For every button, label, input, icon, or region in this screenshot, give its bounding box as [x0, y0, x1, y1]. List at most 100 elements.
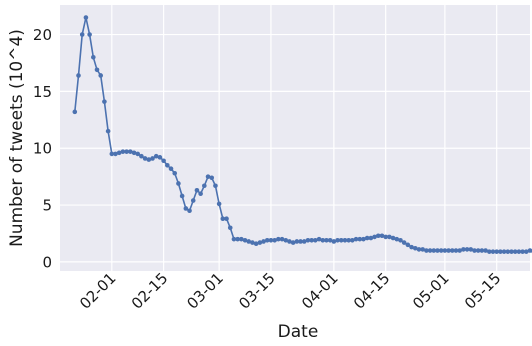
data-point: [512, 249, 518, 254]
data-point: [279, 236, 285, 242]
data-point: [153, 153, 159, 159]
data-point: [338, 238, 344, 243]
data-point: [520, 249, 525, 254]
data-point: [346, 238, 351, 243]
data-point: [213, 183, 218, 189]
data-point: [505, 249, 511, 254]
y-axis-label: Number of tweets (10^4): [7, 29, 27, 247]
data-point: [250, 240, 255, 245]
data-point: [357, 236, 363, 242]
data-point: [301, 239, 307, 244]
data-point: [183, 206, 189, 211]
data-point: [368, 235, 374, 241]
data-point: [468, 247, 474, 252]
data-point: [272, 238, 277, 243]
data-point: [383, 234, 388, 240]
data-point: [453, 248, 459, 253]
data-point: [246, 239, 252, 244]
data-point: [464, 247, 470, 252]
data-point: [79, 32, 85, 37]
data-point: [198, 191, 203, 196]
data-point: [287, 239, 292, 244]
data-point: [350, 238, 355, 243]
data-point: [472, 248, 477, 253]
data-point: [442, 248, 448, 253]
data-point: [446, 248, 451, 253]
data-point: [76, 73, 81, 78]
data-point: [320, 238, 326, 243]
data-point: [405, 242, 411, 248]
y-tick-labels: 0 5 10 15 20: [33, 26, 52, 271]
data-point: [379, 233, 385, 239]
data-point: [516, 249, 522, 254]
data-point: [176, 181, 181, 186]
data-point: [479, 248, 485, 253]
data-point: [353, 236, 359, 242]
data-point: [490, 249, 496, 254]
x-tick-label: 05-15: [461, 269, 505, 313]
data-point: [216, 201, 222, 207]
x-tick-label: 04-01: [298, 269, 342, 313]
x-tick-label: 04-15: [350, 269, 394, 313]
data-point: [120, 149, 126, 154]
data-point: [298, 239, 303, 244]
data-point: [172, 170, 178, 176]
data-point: [416, 247, 422, 252]
data-point: [205, 174, 211, 179]
data-point: [387, 234, 392, 240]
data-point: [209, 175, 215, 181]
data-point: [327, 238, 333, 243]
data-point: [105, 128, 111, 134]
data-point: [290, 240, 296, 245]
plot-background: [60, 5, 530, 271]
data-point: [239, 236, 244, 242]
data-point: [124, 149, 129, 154]
data-point: [309, 238, 314, 243]
data-point: [475, 248, 481, 253]
data-point: [412, 245, 418, 251]
data-point: [87, 32, 92, 37]
data-point: [190, 198, 196, 203]
data-point: [150, 156, 155, 161]
data-point: [231, 236, 237, 242]
data-point: [527, 248, 532, 253]
data-point: [461, 247, 466, 252]
data-point: [168, 166, 174, 171]
y-tick-label: 15: [33, 83, 52, 101]
data-point: [283, 238, 289, 243]
x-tick-labels: 02-01 02-15 03-01 03-15 04-01 04-15 05-01 05-15: [76, 269, 504, 313]
data-point: [220, 216, 226, 222]
data-point: [116, 150, 122, 156]
x-axis-label: Date: [278, 322, 319, 342]
data-point: [390, 235, 396, 241]
data-point: [142, 156, 148, 161]
data-point: [483, 248, 488, 253]
y-tick-label: 5: [42, 197, 52, 215]
y-tick-label: 10: [33, 140, 52, 158]
data-point: [438, 248, 444, 253]
data-point: [91, 54, 96, 60]
data-point: [524, 249, 529, 254]
data-point: [235, 236, 240, 242]
data-point: [264, 238, 270, 243]
x-tick-label: 03-01: [183, 269, 227, 313]
data-point: [131, 150, 137, 156]
data-point: [109, 151, 115, 157]
data-point: [113, 151, 118, 157]
data-point: [135, 151, 141, 157]
data-point: [242, 238, 248, 243]
data-point: [313, 238, 318, 243]
y-tick-label: 20: [33, 26, 52, 44]
data-point: [342, 238, 348, 243]
data-point: [253, 241, 259, 247]
data-point: [227, 225, 233, 231]
data-point: [161, 158, 166, 164]
data-point: [372, 234, 377, 240]
data-point: [261, 239, 266, 244]
x-tick-label: 05-01: [409, 269, 453, 313]
data-point: [146, 157, 152, 162]
data-point: [294, 239, 300, 244]
data-point: [139, 153, 144, 159]
x-tick-label: 02-15: [128, 269, 172, 313]
